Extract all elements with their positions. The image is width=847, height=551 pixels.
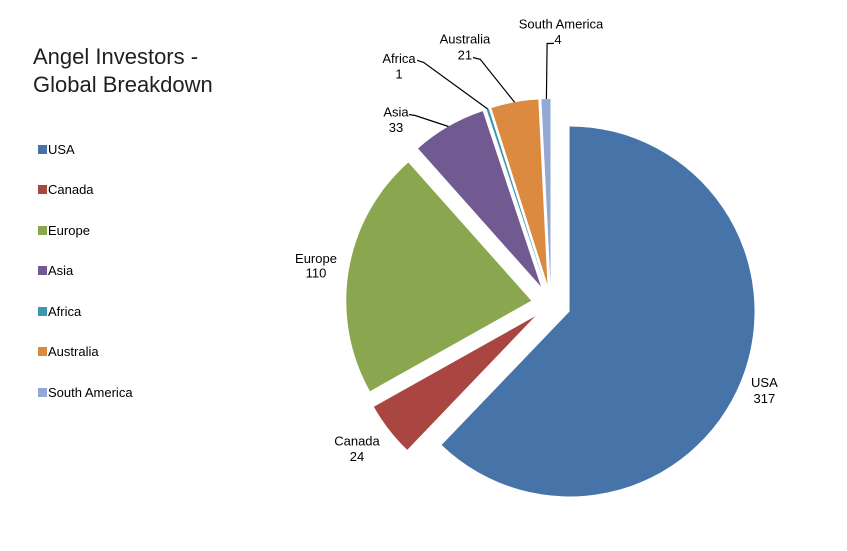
svg-text:USA: USA xyxy=(751,375,778,390)
svg-text:1: 1 xyxy=(395,67,402,82)
svg-text:South America: South America xyxy=(519,17,604,32)
svg-text:110: 110 xyxy=(306,266,327,281)
svg-text:Australia: Australia xyxy=(440,32,491,47)
svg-text:33: 33 xyxy=(389,120,403,135)
svg-text:Europe: Europe xyxy=(295,251,337,266)
svg-text:21: 21 xyxy=(458,47,472,62)
svg-text:Canada: Canada xyxy=(334,434,380,449)
svg-text:Asia: Asia xyxy=(383,105,409,120)
svg-text:24: 24 xyxy=(350,449,364,464)
svg-text:4: 4 xyxy=(554,32,561,47)
svg-text:317: 317 xyxy=(754,391,776,406)
svg-text:Africa: Africa xyxy=(382,51,416,66)
